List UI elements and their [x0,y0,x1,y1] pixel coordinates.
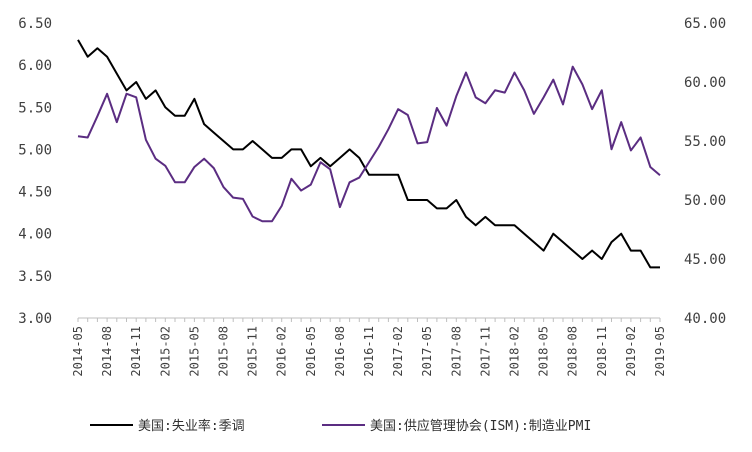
right-axis: 40.00 45.00 50.00 55.00 60.00 65.00 [684,16,726,327]
x-tick-label: 2017-08 [449,326,463,377]
ism-pmi-line [77,65,661,223]
left-tick-label: 4.00 [18,227,52,243]
left-tick-label: 6.50 [18,16,52,32]
right-tick-label: 60.00 [684,75,726,91]
x-tick-label: 2018-05 [537,326,551,377]
x-tick-label: 2015-11 [246,326,260,377]
x-tick-label: 2014-11 [129,326,143,377]
x-tick-label: 2017-02 [391,326,405,377]
right-tick-label: 45.00 [684,252,726,268]
left-tick-label: 6.00 [18,58,52,74]
x-tick-label: 2018-11 [595,326,609,377]
x-tick-label: 2018-02 [508,326,522,377]
x-tick-label: 2014-08 [100,326,114,377]
x-tick-label: 2016-08 [333,326,347,377]
left-tick-label: 5.50 [18,100,52,116]
unemployment-rate-line [77,39,660,269]
legend: 美国:失业率:季调 美国:供应管理协会(ISM):制造业PMI [90,418,591,434]
left-axis: 3.00 3.50 4.00 4.50 5.00 5.50 6.00 6.50 [18,16,52,327]
right-tick-label: 55.00 [684,134,726,150]
x-tick-label: 2017-05 [420,326,434,377]
left-tick-label: 4.50 [18,185,52,201]
x-tick-label: 2018-08 [566,326,580,377]
legend-label: 美国:失业率:季调 [138,418,245,434]
left-tick-label: 3.50 [18,269,52,285]
x-tick-label: 2019-05 [653,326,667,377]
right-tick-label: 50.00 [684,193,726,209]
left-tick-label: 3.00 [18,311,52,327]
x-tick-label: 2015-08 [217,326,231,377]
x-tick-label: 2015-02 [158,326,172,377]
x-tick-label: 2015-05 [187,326,201,377]
x-axis: 2014-05 2014-08 2014-11 2015-02 2015-05 2015-… [71,317,667,377]
x-tick-label: 2014-05 [71,326,85,377]
x-tick-label: 2016-05 [304,326,318,377]
series-lines [77,39,661,269]
left-tick-label: 5.00 [18,142,52,158]
x-tick-label: 2019-02 [624,326,638,377]
x-tick-label: 2016-11 [362,326,376,377]
x-tick-label: 2016-02 [275,326,289,377]
right-tick-label: 40.00 [684,311,726,327]
legend-label: 美国:供应管理协会(ISM):制造业PMI [370,418,591,434]
x-tick-label: 2017-11 [478,326,492,377]
right-tick-label: 65.00 [684,16,726,32]
